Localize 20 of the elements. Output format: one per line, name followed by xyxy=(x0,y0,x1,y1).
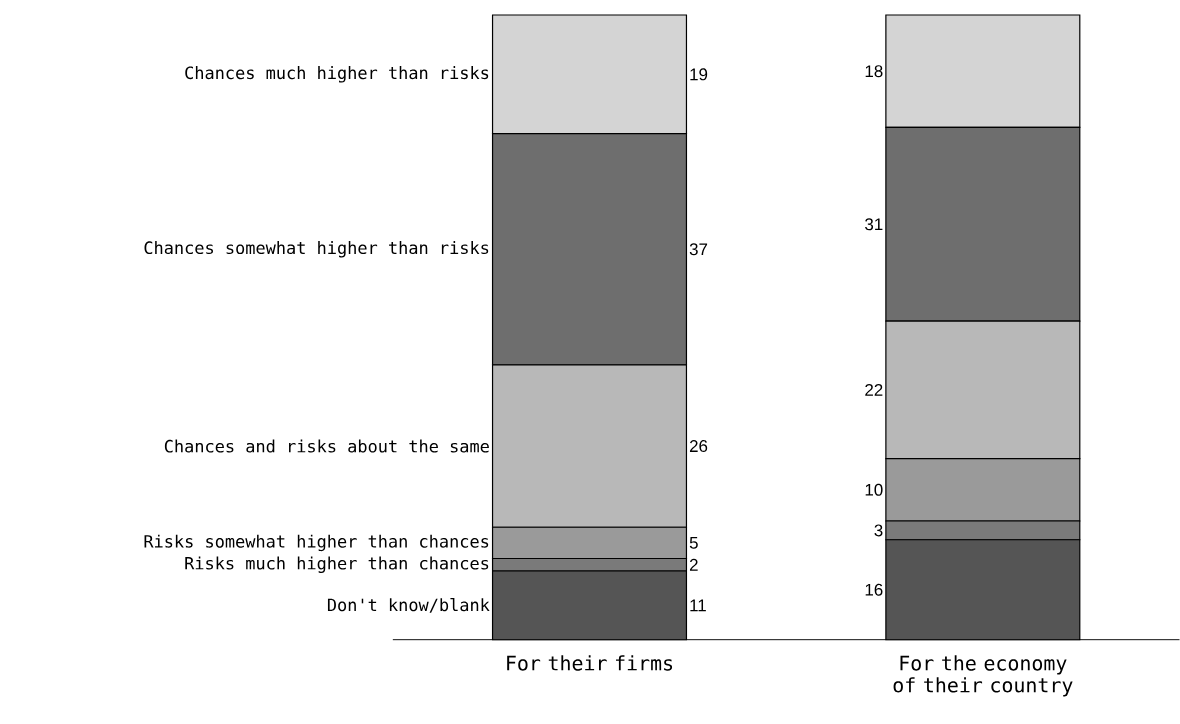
data-label: 26 xyxy=(689,440,708,453)
data-label: 31 xyxy=(865,218,883,231)
series-label: Risks somewhat higher than chances xyxy=(144,534,489,552)
series-label: Don't know/blank xyxy=(327,598,490,613)
series-label: Chances somewhat higher than risks xyxy=(144,241,489,258)
series-label: Chances and risks about the same xyxy=(164,439,489,453)
data-label: 37 xyxy=(689,243,708,256)
data-label: 2 xyxy=(689,559,698,571)
x-tick-label: For their firms xyxy=(507,655,673,671)
data-label: 11 xyxy=(690,599,706,612)
data-label: 22 xyxy=(865,384,883,396)
data-label: 10 xyxy=(865,483,883,496)
data-label: 16 xyxy=(865,583,883,596)
series-label: Chances much higher than risks xyxy=(185,66,489,83)
series-label: Risks much higher than chances xyxy=(185,556,489,574)
data-label: 18 xyxy=(865,65,883,78)
data-label: 5 xyxy=(689,537,698,549)
data-label: 3 xyxy=(874,524,883,537)
x-tick-label: For the economy of their country xyxy=(893,655,1073,697)
data-label: 19 xyxy=(690,68,708,81)
